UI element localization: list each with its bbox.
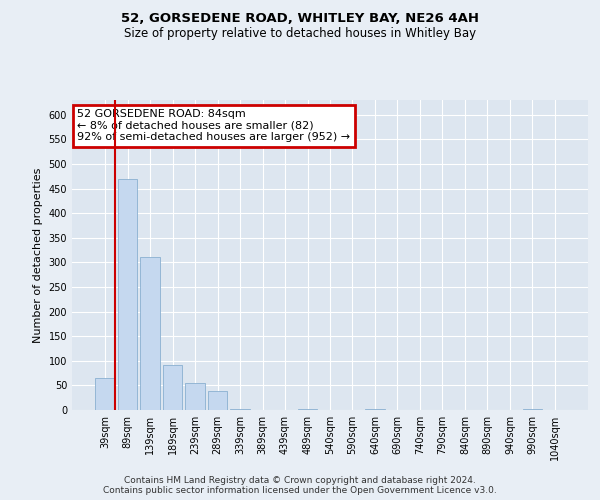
Bar: [208, 392, 227, 410]
Y-axis label: Number of detached properties: Number of detached properties: [33, 168, 43, 342]
Bar: [298, 408, 317, 410]
Bar: [185, 383, 205, 410]
Text: 52, GORSEDENE ROAD, WHITLEY BAY, NE26 4AH: 52, GORSEDENE ROAD, WHITLEY BAY, NE26 4A…: [121, 12, 479, 26]
Bar: [118, 178, 137, 410]
Text: 52 GORSEDENE ROAD: 84sqm
← 8% of detached houses are smaller (82)
92% of semi-de: 52 GORSEDENE ROAD: 84sqm ← 8% of detache…: [77, 110, 350, 142]
Text: Size of property relative to detached houses in Whitley Bay: Size of property relative to detached ho…: [124, 28, 476, 40]
Bar: [365, 408, 385, 410]
Bar: [523, 408, 542, 410]
Bar: [163, 364, 182, 410]
Bar: [95, 378, 115, 410]
Bar: [140, 258, 160, 410]
Bar: [230, 408, 250, 410]
Text: Contains HM Land Registry data © Crown copyright and database right 2024.
Contai: Contains HM Land Registry data © Crown c…: [103, 476, 497, 495]
